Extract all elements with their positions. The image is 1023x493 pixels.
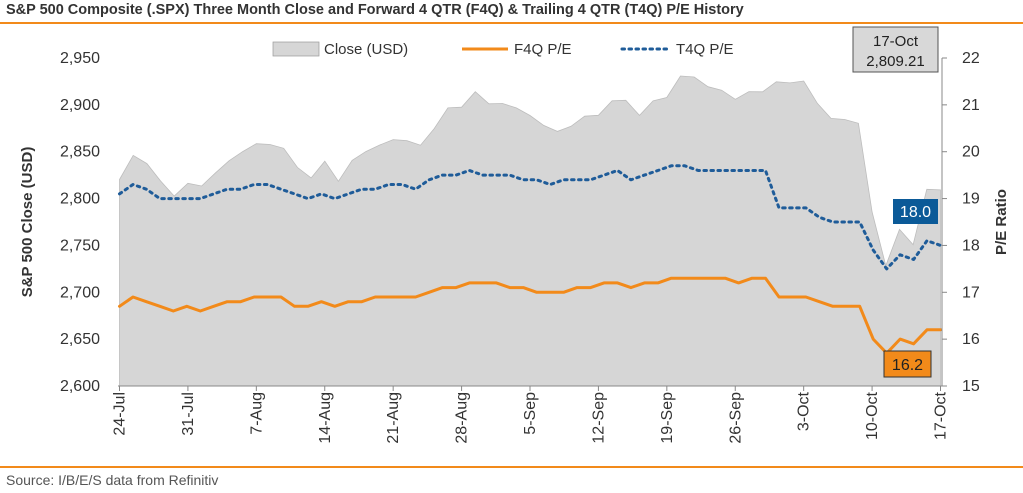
x-tick-label: 7-Aug — [248, 392, 265, 435]
y-right-tick-label: 18 — [962, 237, 980, 254]
y-left-tick-label: 2,650 — [60, 331, 100, 348]
top-rule — [0, 22, 1023, 24]
x-tick-label: 26-Sep — [727, 392, 744, 444]
x-tick-label: 14-Aug — [317, 392, 334, 444]
x-tick-label: 28-Aug — [454, 392, 471, 444]
last-close-callout: 17-Oct 2,809.21 — [852, 26, 939, 73]
t4q-last-value: 18.0 — [900, 204, 931, 221]
y-right-tick-label: 15 — [962, 378, 980, 395]
series-area-close-usd — [119, 75, 941, 387]
y-right-tick-label: 17 — [962, 284, 980, 301]
source-note: Source: I/B/E/S data from Refinitiv — [6, 472, 219, 488]
f4q-last-badge: 16.2 — [883, 350, 932, 378]
y-left-tick-label: 2,750 — [60, 237, 100, 254]
legend-swatch-close — [272, 41, 320, 57]
y-left-tick-label: 2,950 — [60, 50, 100, 67]
t4q-last-badge: 18.0 — [893, 199, 938, 224]
series-line-f4q-p-e — [118, 276, 942, 355]
callout-close-value: 2,809.21 — [866, 53, 924, 70]
x-tick-label: 19-Sep — [659, 392, 676, 444]
y-axis-right-label: P/E Ratio — [993, 189, 1010, 255]
legend-label-close: Close (USD) — [324, 41, 408, 58]
x-tick-label: 12-Sep — [590, 392, 607, 444]
series-line-t4q-p-e — [118, 164, 942, 271]
y-left-tick-label: 2,800 — [60, 191, 100, 208]
x-tick-label: 31-Jul — [180, 392, 197, 436]
chart-title: S&P 500 Composite (.SPX) Three Month Clo… — [6, 2, 744, 18]
y-right-tick-label: 20 — [962, 144, 980, 161]
y-left-tick-label: 2,900 — [60, 97, 100, 114]
y-left-tick-label: 2,850 — [60, 144, 100, 161]
x-tick-label: 21-Aug — [385, 392, 402, 444]
y-left-tick-label: 2,600 — [60, 378, 100, 395]
x-tick-label: 5-Sep — [522, 392, 539, 435]
y-left-tick-label: 2,700 — [60, 284, 100, 301]
bottom-rule — [0, 466, 1023, 468]
legend-label-f4q: F4Q P/E — [514, 41, 572, 58]
y-right-tick-label: 16 — [962, 331, 980, 348]
callout-date: 17-Oct — [873, 33, 919, 50]
x-tick-label: 17-Oct — [933, 391, 950, 440]
x-tick-label: 10-Oct — [864, 391, 881, 440]
f4q-last-value: 16.2 — [892, 357, 923, 374]
legend: Close (USD) F4Q P/E T4Q P/E — [272, 41, 734, 58]
x-tick-label: 24-Jul — [112, 392, 129, 436]
y-right-tick-label: 21 — [962, 97, 980, 114]
legend-label-t4q: T4Q P/E — [676, 41, 734, 58]
x-tick-label: 3-Oct — [796, 391, 813, 431]
y-right-tick-label: 22 — [962, 50, 980, 67]
y-axis-left-label: S&P 500 Close (USD) — [19, 147, 36, 298]
y-right-tick-label: 19 — [962, 191, 980, 208]
